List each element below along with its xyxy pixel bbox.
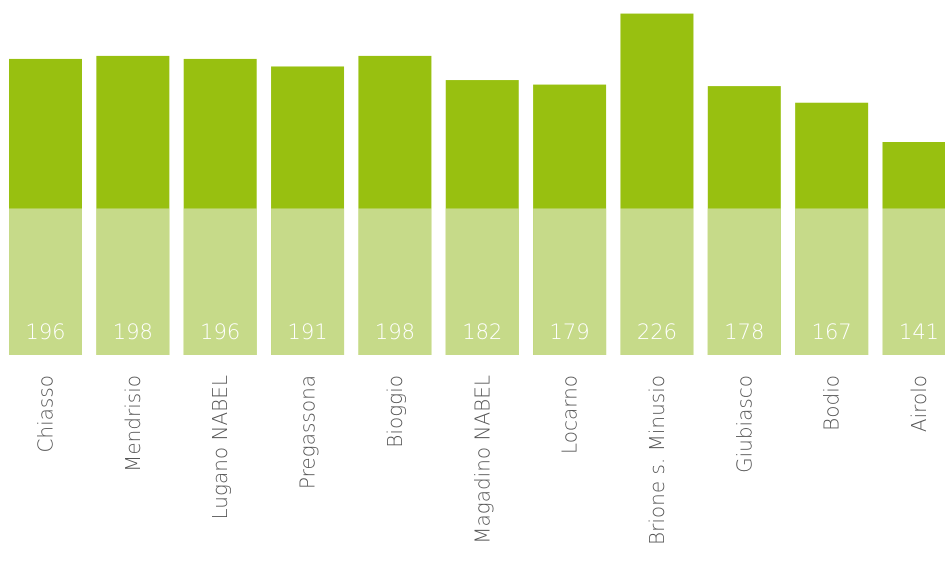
value-label: 182 [462,320,502,344]
value-label: 191 [288,320,328,344]
x-tick-label: Pregassona [296,375,320,489]
value-label: 198 [375,320,415,344]
reference-band [620,208,694,355]
reference-band [271,208,345,355]
x-tick-label: Airolo [907,375,931,432]
x-tick-label: Bioggio [383,375,407,448]
value-label: 198 [113,320,153,344]
reference-band [358,208,432,355]
x-tick-label: Magadino NABEL [470,375,494,544]
reference-band [445,208,519,355]
value-label: 179 [550,320,590,344]
x-tick-label: Bodio [820,375,844,431]
x-tick-label: Giubiasco [732,375,756,473]
value-label: 167 [812,320,852,344]
x-tick-label: Mendrisio [121,375,145,472]
x-tick-label: Chiasso [34,375,58,453]
reference-band [795,208,869,355]
value-label: 226 [637,320,677,344]
value-label: 196 [25,320,65,344]
reference-band [96,208,170,355]
x-tick-label: Lugano NABEL [208,375,232,520]
x-tick-label: Locarno [558,375,582,454]
reference-band [183,208,257,355]
reference-band [707,208,781,355]
x-tick-label: Brione s. Minusio [645,375,669,545]
value-label: 196 [200,320,240,344]
reference-band [533,208,607,355]
value-label: 178 [724,320,764,344]
reference-band [9,208,82,355]
reference-band [882,208,945,355]
value-label: 141 [899,320,939,344]
